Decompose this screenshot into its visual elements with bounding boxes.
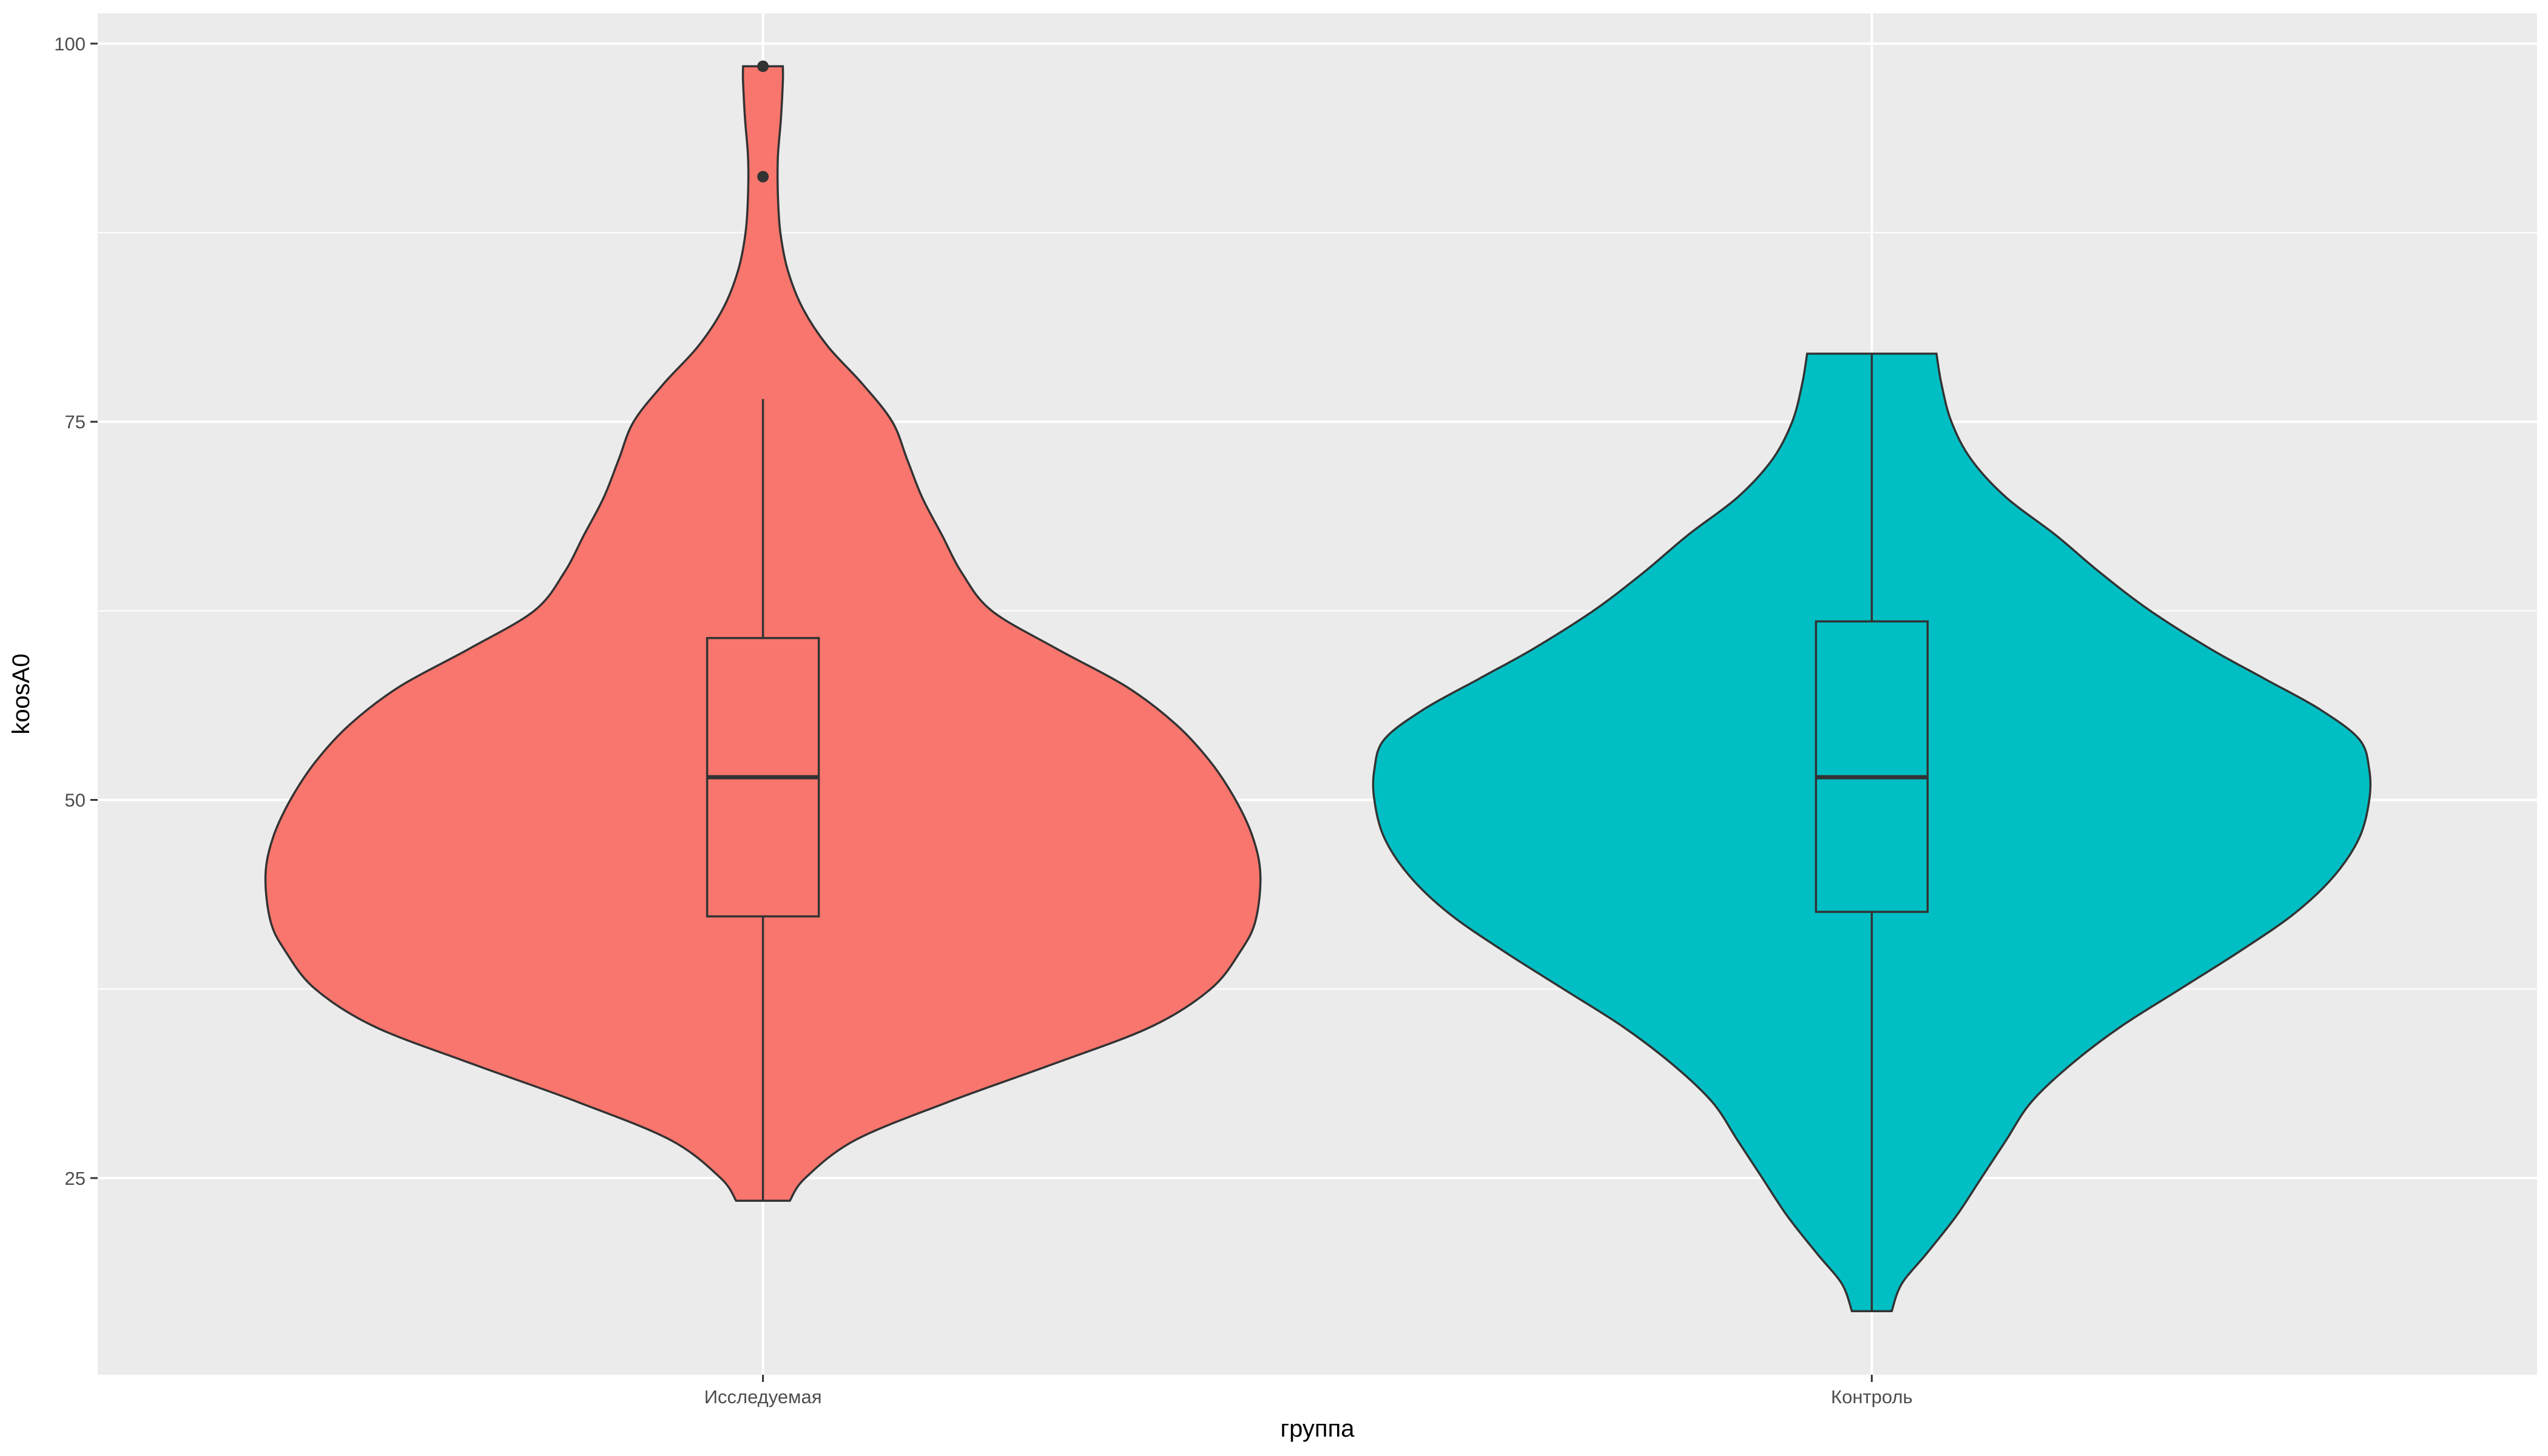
y-tick-label: 25 (65, 1168, 86, 1189)
boxplot-layer (706, 60, 1929, 1312)
y-axis-title: koosA0 (8, 653, 35, 734)
y-tick-label: 100 (54, 33, 86, 55)
outlier-point (757, 170, 769, 183)
x-tick-label: Исследуемая (704, 1386, 822, 1407)
x-tick-label: Контроль (1831, 1386, 1913, 1407)
iqr-box (1815, 620, 1929, 913)
y-tick-label: 75 (65, 411, 86, 433)
violin-2 (1372, 352, 2372, 1313)
y-tick-label: 50 (65, 790, 86, 811)
y-axis: 25 50 75 100 (54, 33, 98, 1189)
outlier-point (757, 60, 769, 72)
x-axis-title: группа (1281, 1415, 1355, 1442)
x-axis: Исследуемая Контроль (704, 1375, 1913, 1407)
